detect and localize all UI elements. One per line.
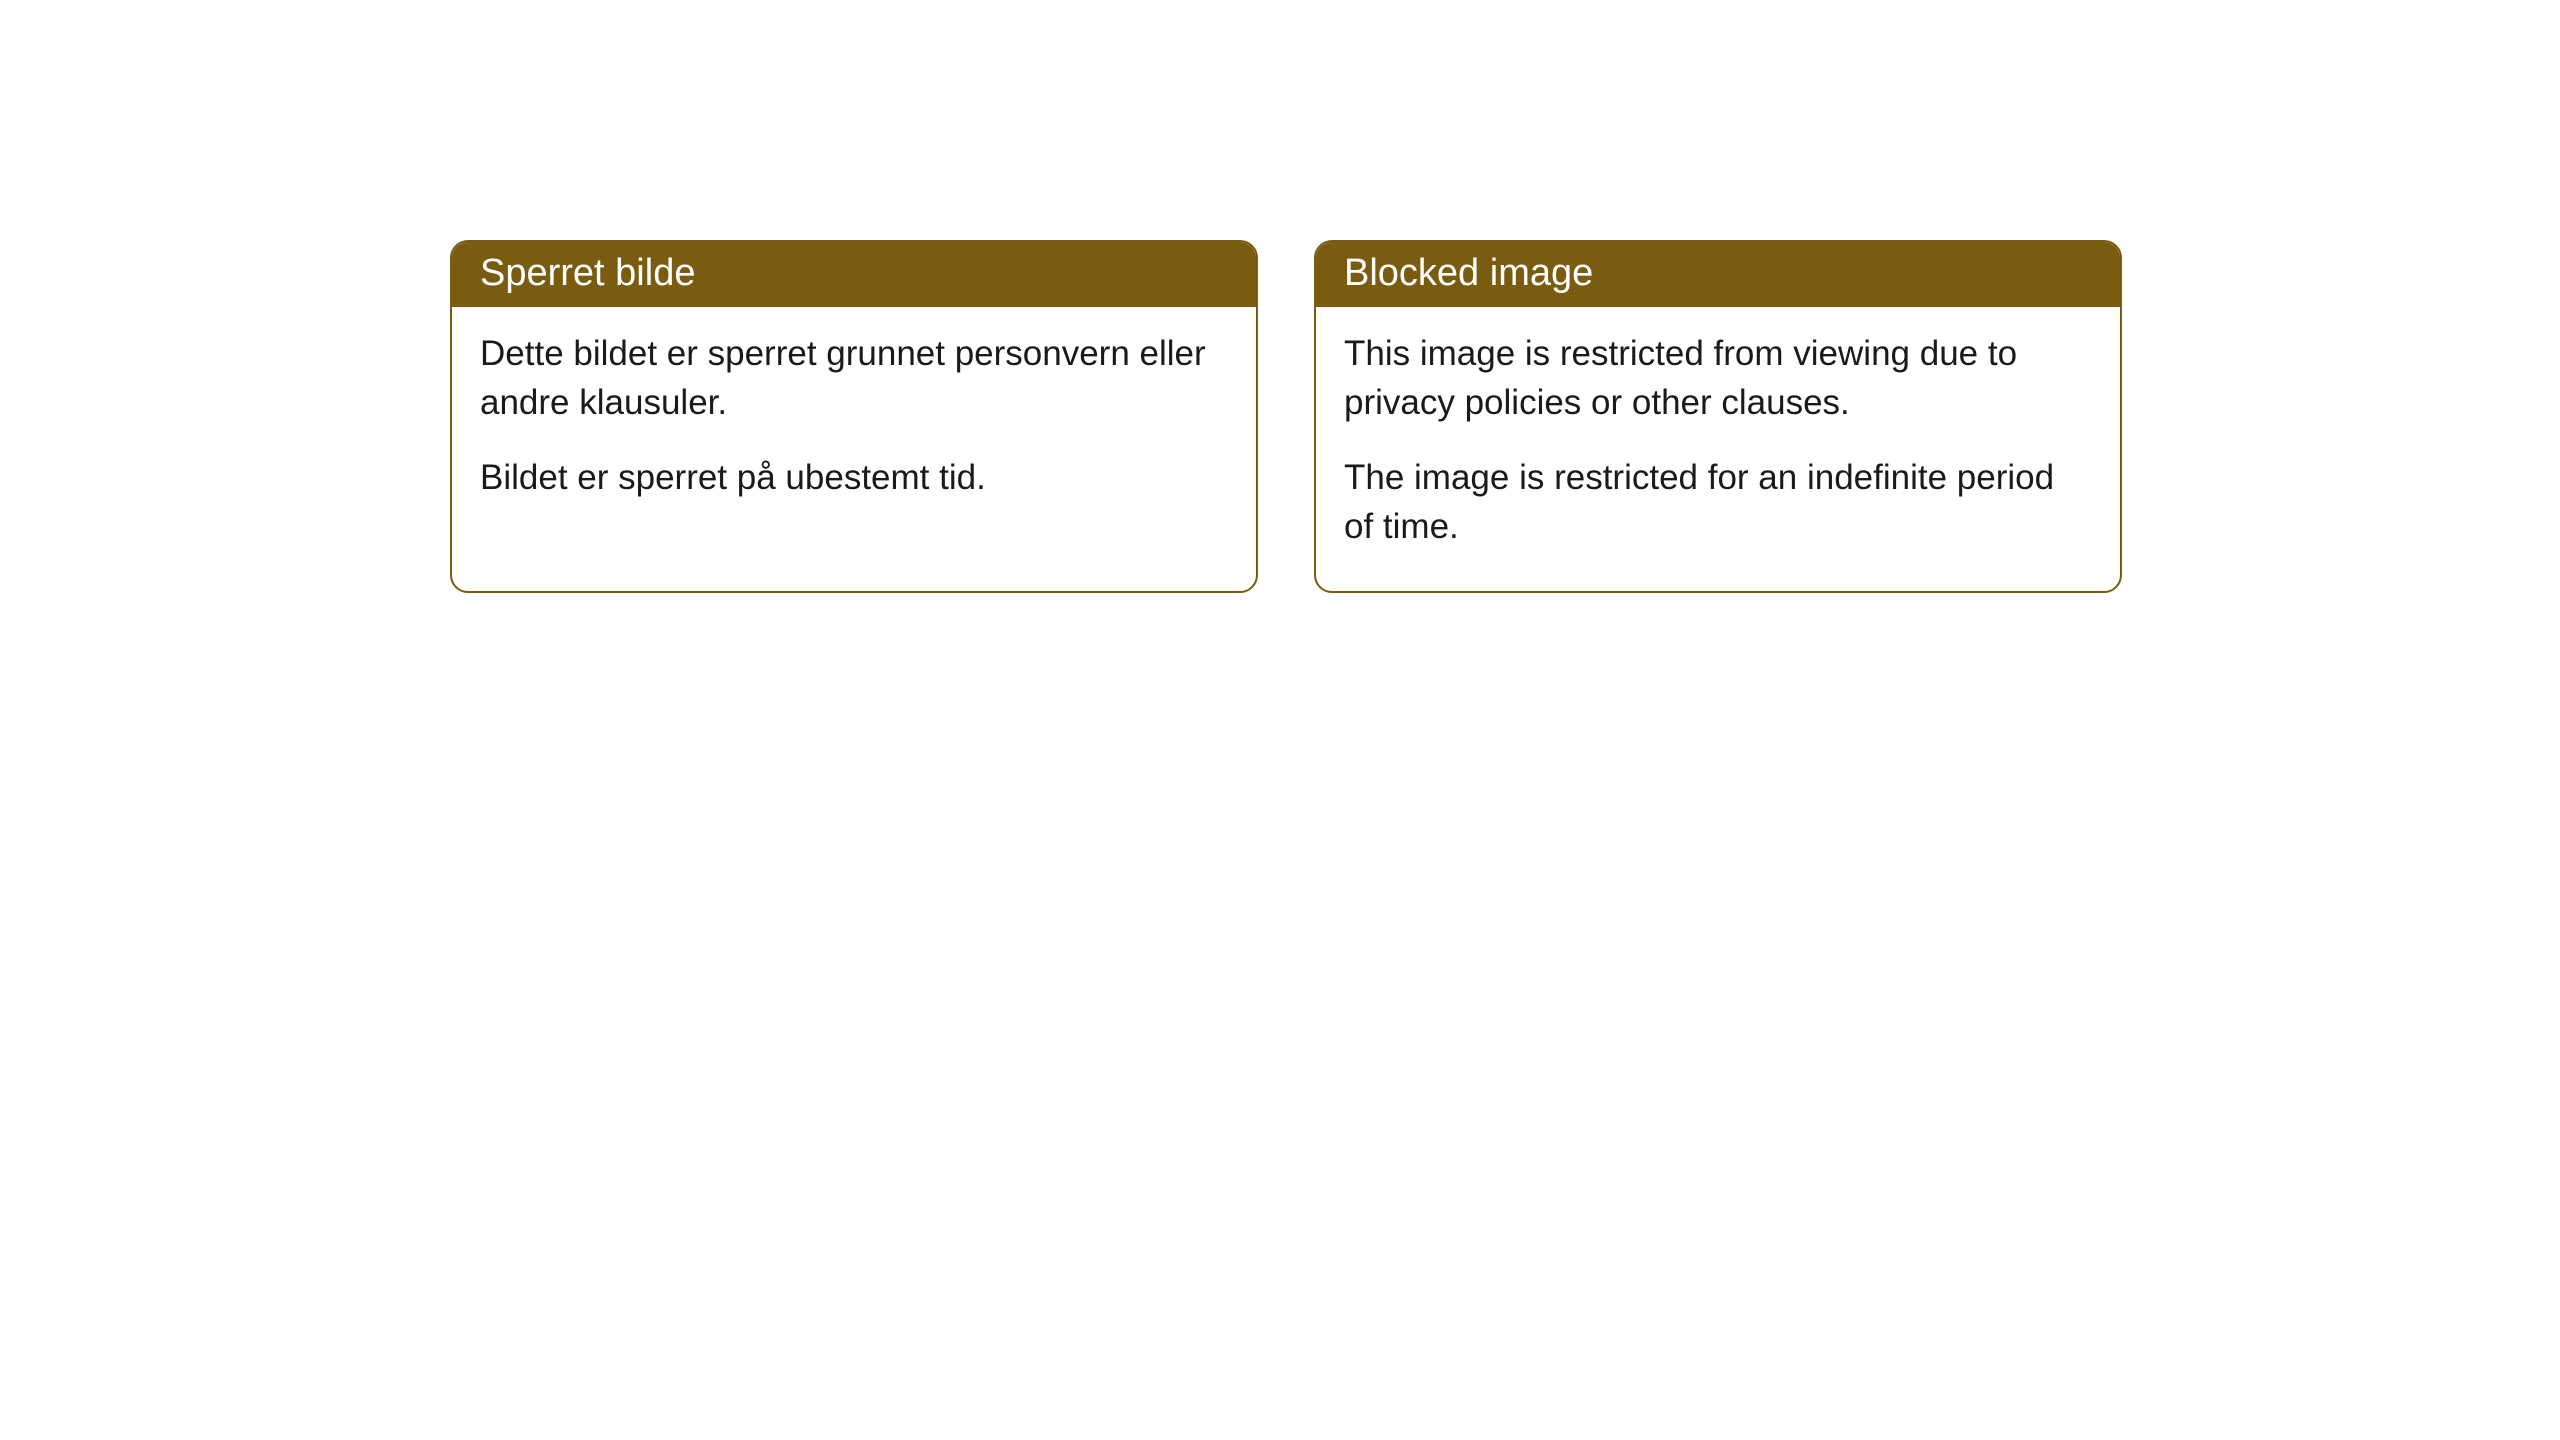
card-title: Sperret bilde	[480, 252, 695, 294]
card-paragraph: This image is restricted from viewing du…	[1344, 329, 2092, 427]
blocked-image-cards: Sperret bilde Dette bildet er sperret gr…	[450, 240, 2122, 593]
card-header: Blocked image	[1316, 242, 2120, 307]
card-header: Sperret bilde	[452, 242, 1256, 307]
blocked-image-card-english: Blocked image This image is restricted f…	[1314, 240, 2122, 593]
card-paragraph: Dette bildet er sperret grunnet personve…	[480, 329, 1228, 427]
blocked-image-card-norwegian: Sperret bilde Dette bildet er sperret gr…	[450, 240, 1258, 593]
card-paragraph: Bildet er sperret på ubestemt tid.	[480, 453, 1228, 502]
card-title: Blocked image	[1344, 252, 1593, 294]
card-paragraph: The image is restricted for an indefinit…	[1344, 453, 2092, 551]
card-body: This image is restricted from viewing du…	[1316, 307, 2120, 591]
card-body: Dette bildet er sperret grunnet personve…	[452, 307, 1256, 542]
